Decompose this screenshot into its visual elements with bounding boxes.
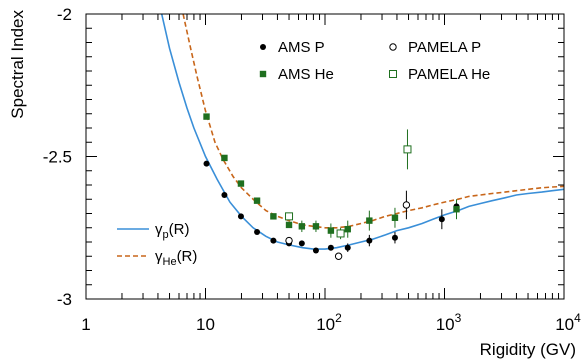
legend-pamela-he-marker [389, 70, 397, 78]
legend-pamela-p-label: PAMELA P [408, 39, 481, 56]
error-bars [301, 129, 457, 252]
ams-p-point [203, 160, 210, 167]
legend-label-gamma-p: γp(R) [155, 221, 189, 241]
ams-p-point [221, 191, 228, 198]
ams-p-point [254, 229, 261, 236]
x-axis-label: Rigidity (GV) [480, 340, 576, 359]
legend-ams-he-label: AMS He [278, 66, 334, 83]
x-tick-label: 103 [436, 311, 462, 334]
ams-he-point [237, 180, 245, 187]
axes: 1 10 102 103 104 -3 -2.5 -2 [43, 5, 581, 334]
ams-p-point [344, 244, 351, 251]
x-tick-label: 10 [196, 315, 215, 334]
ams-he-point [391, 214, 399, 221]
ams-p-point [366, 237, 373, 244]
legend-pamela-he-label: PAMELA He [408, 66, 490, 83]
y-tick-label: -3 [57, 290, 72, 309]
y-tick-label: -2.5 [43, 148, 72, 167]
x-tick-label: 1 [81, 315, 90, 334]
ams-p-point [438, 216, 445, 223]
curve-gamma-he [182, 14, 564, 229]
ams-he-point [285, 221, 293, 229]
pamela-p-point [334, 252, 343, 260]
model-curves [160, 14, 564, 250]
data-points [203, 113, 460, 260]
pamela-p-point [402, 201, 411, 209]
y-axis-label: Spectral Index [8, 10, 27, 119]
ams-he-point [253, 197, 261, 204]
ams-he-point [312, 223, 320, 230]
ams-he-point [453, 206, 460, 213]
ams-he-point [327, 227, 335, 234]
ams-he-point [203, 113, 210, 120]
legend-ams-he-marker [259, 70, 267, 78]
ams-he-point [298, 223, 306, 230]
ams-he-point [221, 154, 228, 162]
pamela-he-point [403, 145, 412, 154]
ams-p-point [270, 237, 277, 244]
legend-pamela-p-marker [389, 43, 397, 51]
legend-label-gamma-he: γHe(R) [155, 248, 197, 268]
ams-p-point [298, 240, 305, 247]
legend-ams-p-label: AMS P [278, 39, 325, 56]
pamela-p-point [285, 236, 293, 245]
ams-p-point [327, 244, 334, 251]
ams-he-point [344, 225, 351, 233]
pamela-he-point [336, 229, 345, 238]
x-tick-label: 102 [316, 311, 342, 334]
ams-he-point [270, 213, 277, 220]
y-tick-label: -2 [57, 5, 72, 24]
ams-p-point [391, 234, 398, 241]
x-tick-label: 104 [555, 311, 581, 334]
ams-p-point [312, 247, 319, 254]
pamela-he-point [285, 212, 294, 221]
ams-p-point [237, 213, 244, 220]
ams-he-point [366, 217, 373, 224]
legend-ams-p-marker [260, 44, 266, 50]
curve-gamma-p [160, 14, 564, 250]
legend: AMS P PAMELA P AMS He PAMELA He γp(R) γHe(R) [117, 39, 490, 268]
